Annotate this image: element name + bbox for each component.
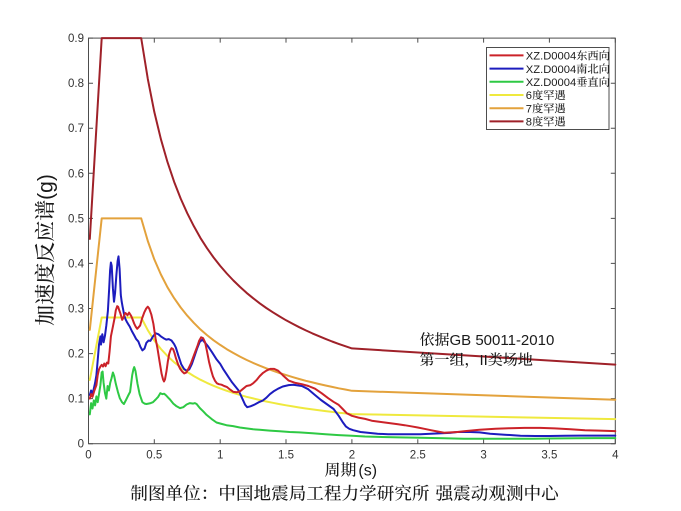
svg-text:XZ.D0004: XZ.D0004 [526, 77, 576, 89]
svg-text:0: 0 [78, 439, 84, 451]
svg-text:3.5: 3.5 [541, 449, 557, 461]
svg-text:8: 8 [526, 117, 532, 129]
svg-text:0.5: 0.5 [146, 449, 162, 461]
svg-text:7: 7 [526, 103, 532, 115]
svg-text:0.8: 0.8 [68, 78, 84, 90]
svg-text:2.5: 2.5 [410, 449, 426, 461]
svg-text:XZ.D0004: XZ.D0004 [526, 64, 576, 76]
svg-text:0.4: 0.4 [68, 258, 85, 270]
svg-text:6: 6 [526, 90, 532, 102]
svg-text:1.5: 1.5 [278, 449, 294, 461]
svg-text:(g): (g) [35, 174, 58, 200]
svg-text:4: 4 [612, 449, 619, 461]
svg-text:3: 3 [480, 449, 486, 461]
svg-text:1: 1 [217, 449, 223, 461]
svg-text:0.6: 0.6 [68, 168, 84, 180]
svg-text:0.3: 0.3 [68, 304, 84, 316]
svg-text:XZ.D0004: XZ.D0004 [526, 51, 576, 63]
svg-text:0.5: 0.5 [68, 213, 84, 225]
svg-text:(s): (s) [358, 463, 377, 480]
svg-text:GB 50011-2010: GB 50011-2010 [450, 332, 555, 349]
svg-text:0: 0 [85, 449, 91, 461]
svg-text:0.7: 0.7 [68, 123, 84, 135]
svg-text:0.9: 0.9 [68, 33, 84, 45]
svg-text:2: 2 [349, 449, 355, 461]
svg-text:0.2: 0.2 [68, 349, 84, 361]
svg-text:II: II [480, 352, 488, 369]
svg-text:0.1: 0.1 [68, 394, 84, 406]
